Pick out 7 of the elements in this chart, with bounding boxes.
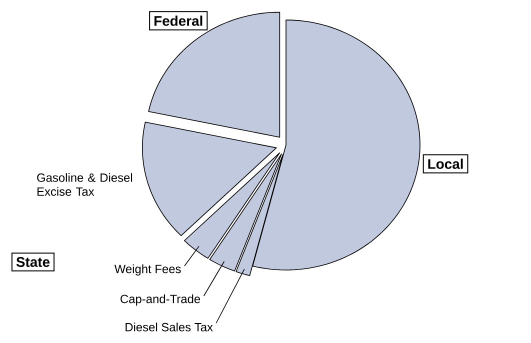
slice-label: Diesel Sales Tax — [126, 322, 213, 332]
slice-label: Weight Fees — [114, 264, 181, 276]
text: State — [16, 257, 50, 267]
slice-label: Federal — [154, 16, 202, 26]
slice-label: Gasoline & Diesel Excise Tax — [37, 173, 132, 196]
slice-label: Local — [428, 158, 463, 169]
slice-label: Cap-and-Trade — [120, 294, 200, 306]
